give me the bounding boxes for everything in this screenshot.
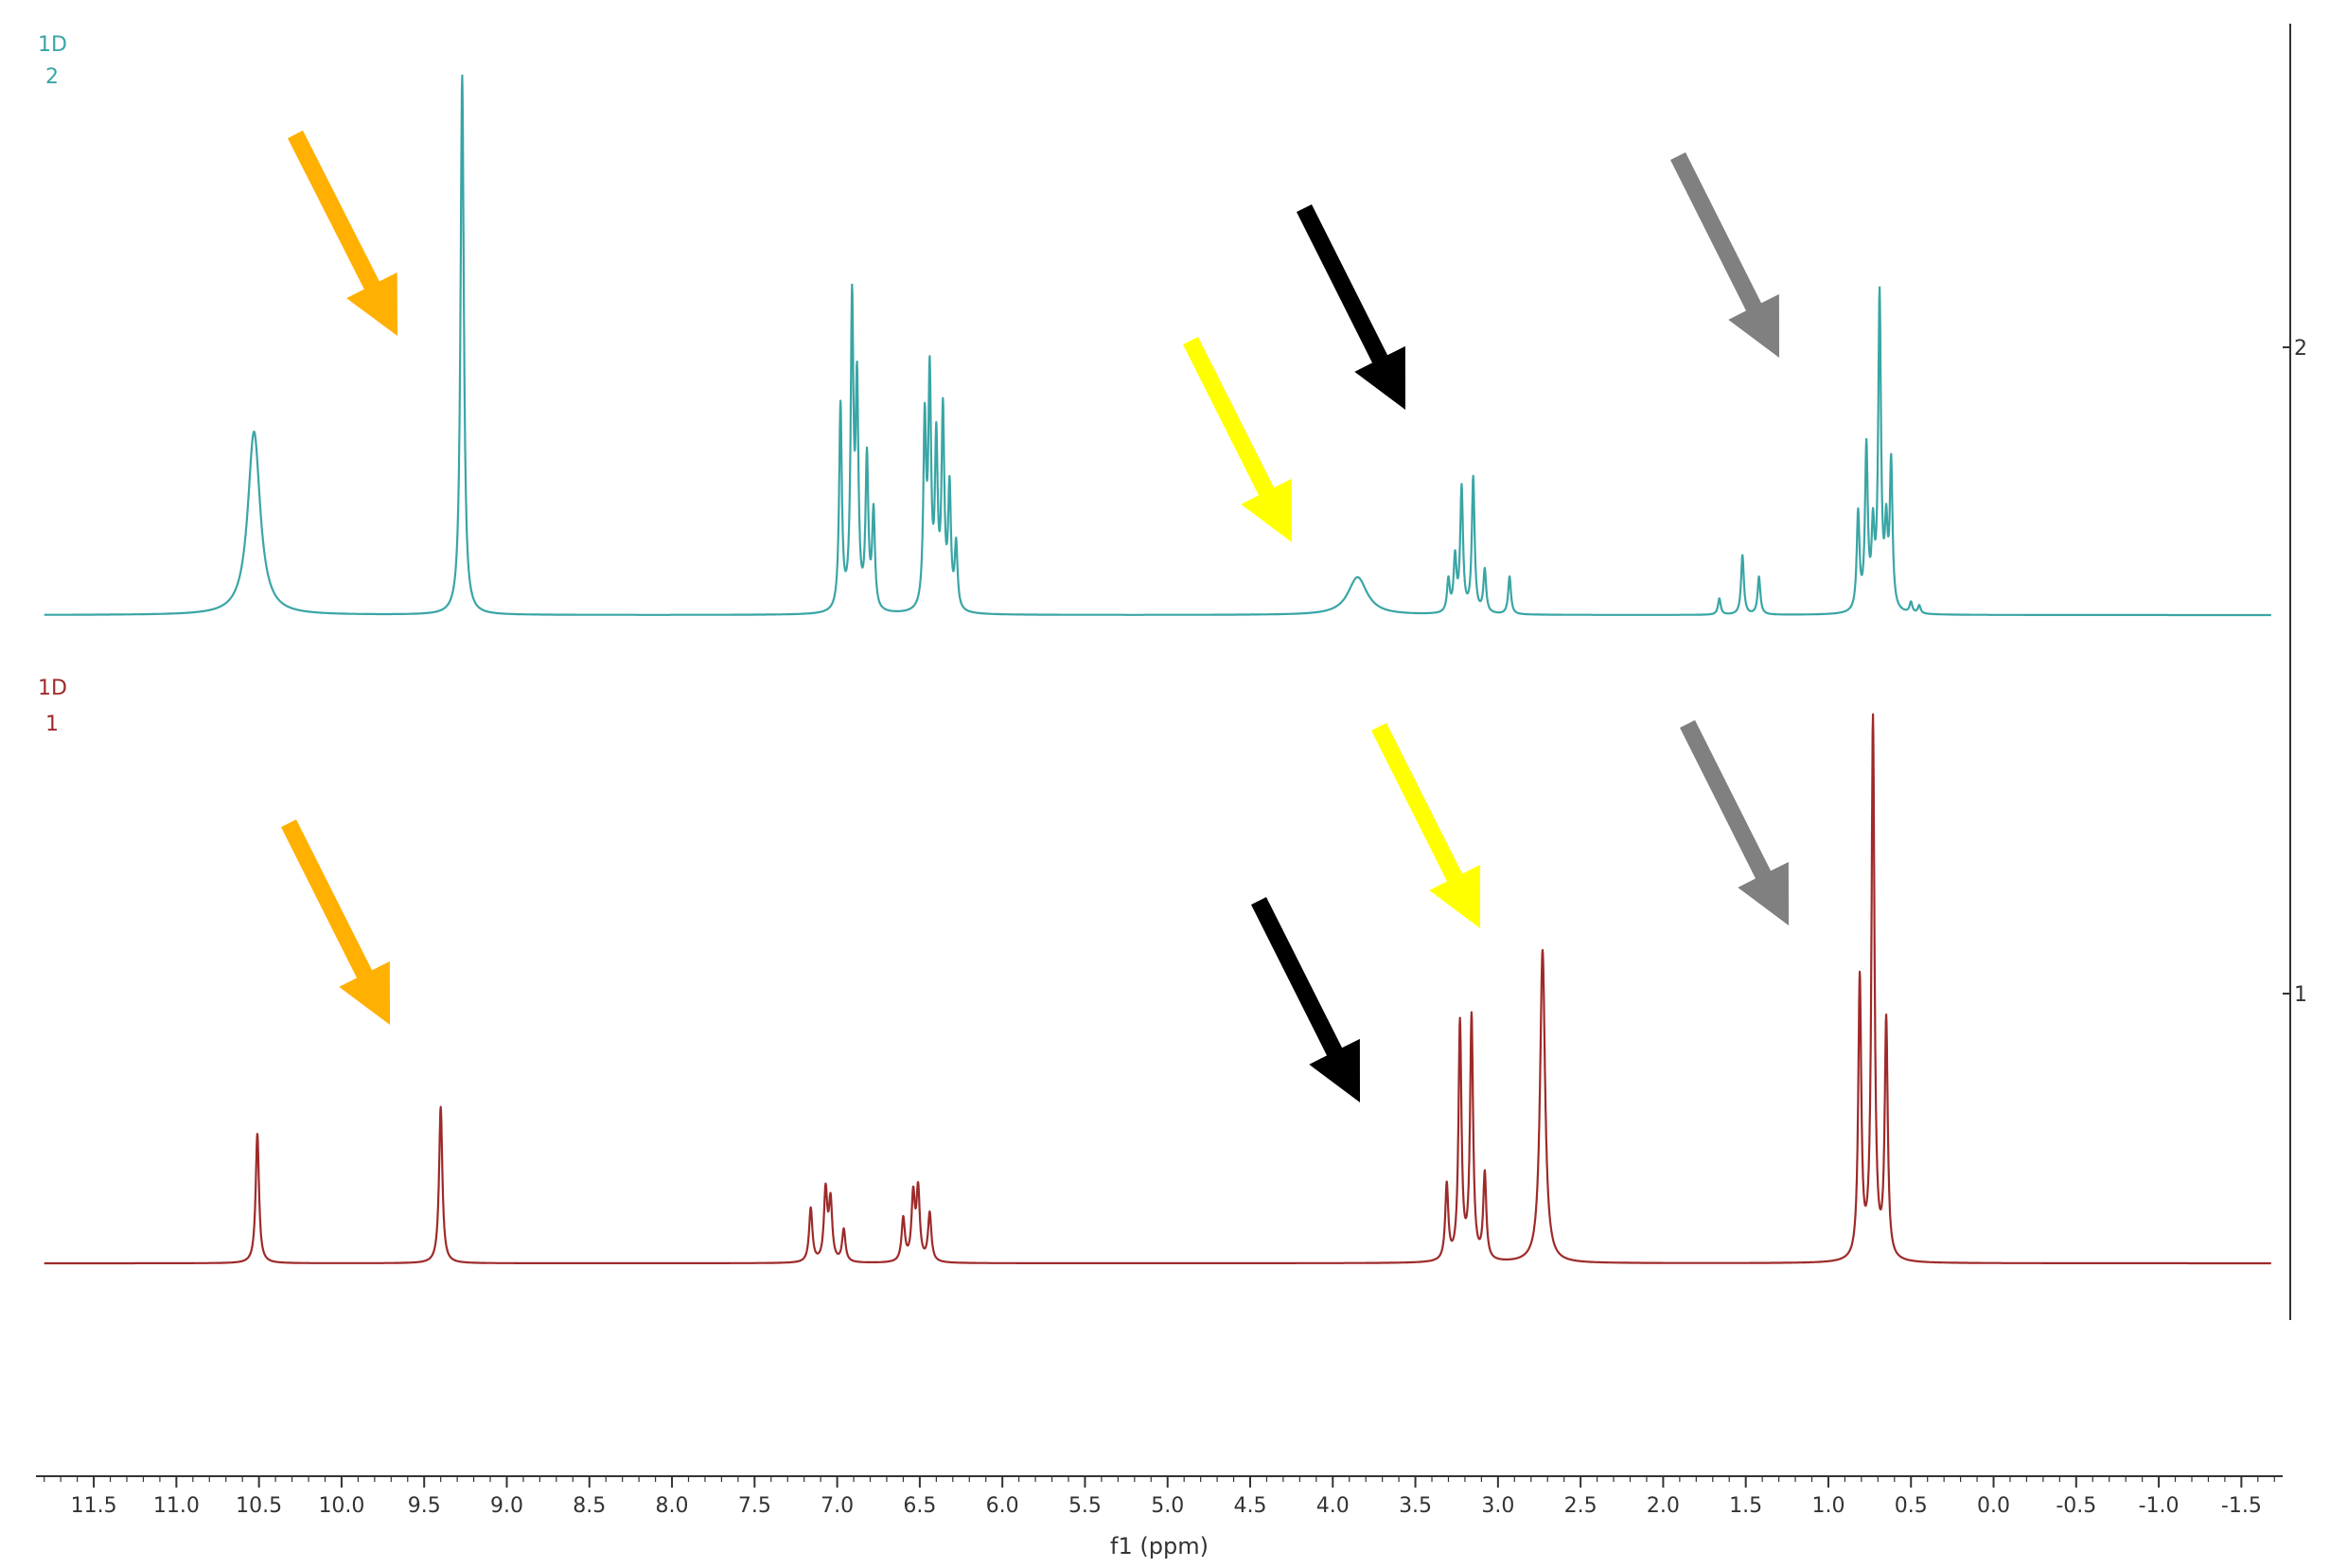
x-ticks: 11.5 11.0 10.5 10.0 9.5 9.0 8.5 8.0 7.5 7.0 6.5 6.0…: [44, 1476, 2275, 1518]
x-axis-label: f1 (ppm): [1110, 1533, 1209, 1559]
x-tick-label: 10.0: [318, 1494, 364, 1518]
black-arrow-top: [1297, 204, 1405, 410]
arrows-layer: [281, 130, 1789, 1102]
x-tick-label: -0.5: [2056, 1494, 2096, 1518]
series-1-label-line2: 1: [45, 713, 59, 736]
right-y-ticks: 21: [2283, 337, 2307, 1007]
x-tick-label: 3.0: [1481, 1494, 1514, 1518]
x-tick-label: 4.0: [1316, 1494, 1350, 1518]
x-tick-label: -1.0: [2139, 1494, 2180, 1518]
spectrum-trace-1: [44, 713, 2272, 1265]
gray-arrow-bottom: [1680, 720, 1789, 925]
x-tick-label: 11.0: [153, 1494, 200, 1518]
x-tick-label: 4.5: [1234, 1494, 1267, 1518]
right-y-tick-label: 2: [2294, 337, 2307, 361]
yellow-arrow-bottom: [1371, 723, 1480, 928]
x-tick-label: 7.0: [821, 1494, 854, 1518]
series-2-label-line2: 2: [45, 65, 59, 89]
x-tick-label: 11.5: [71, 1494, 117, 1518]
series-labels-layer: 1D 2 1D 1: [38, 33, 67, 736]
x-tick-label: 3.5: [1399, 1494, 1432, 1518]
right-y-tick-label: 1: [2294, 983, 2307, 1007]
x-tick-label: 8.5: [573, 1494, 606, 1518]
orange-arrow-top: [288, 130, 397, 336]
series-2-label-line1: 1D: [38, 33, 67, 57]
x-tick-label: 6.0: [986, 1494, 1019, 1518]
series-1-label-line1: 1D: [38, 677, 67, 700]
gray-arrow-top: [1670, 152, 1779, 358]
x-tick-label: 5.0: [1151, 1494, 1184, 1518]
x-tick-label: -1.5: [2221, 1494, 2262, 1518]
x-tick-label: 1.0: [1811, 1494, 1845, 1518]
x-tick-label: 1.5: [1729, 1494, 1762, 1518]
traces-layer: [44, 74, 2272, 1265]
x-tick-label: 8.0: [656, 1494, 689, 1518]
x-tick-label: 2.5: [1564, 1494, 1597, 1518]
yellow-arrow-top: [1183, 337, 1292, 542]
spectrum-trace-2: [44, 74, 2272, 617]
x-tick-label: 9.0: [490, 1494, 523, 1518]
x-tick-label: 0.0: [1977, 1494, 2010, 1518]
x-tick-label: 2.0: [1647, 1494, 1680, 1518]
black-arrow-bottom: [1251, 897, 1360, 1102]
x-tick-label: 7.5: [738, 1494, 771, 1518]
x-tick-label: 0.5: [1895, 1494, 1928, 1518]
x-tick-label: 9.5: [408, 1494, 441, 1518]
x-tick-label: 6.5: [903, 1494, 936, 1518]
x-tick-label: 10.5: [236, 1494, 282, 1518]
x-tick-label: 5.5: [1068, 1494, 1102, 1518]
orange-arrow-bottom: [281, 819, 390, 1025]
